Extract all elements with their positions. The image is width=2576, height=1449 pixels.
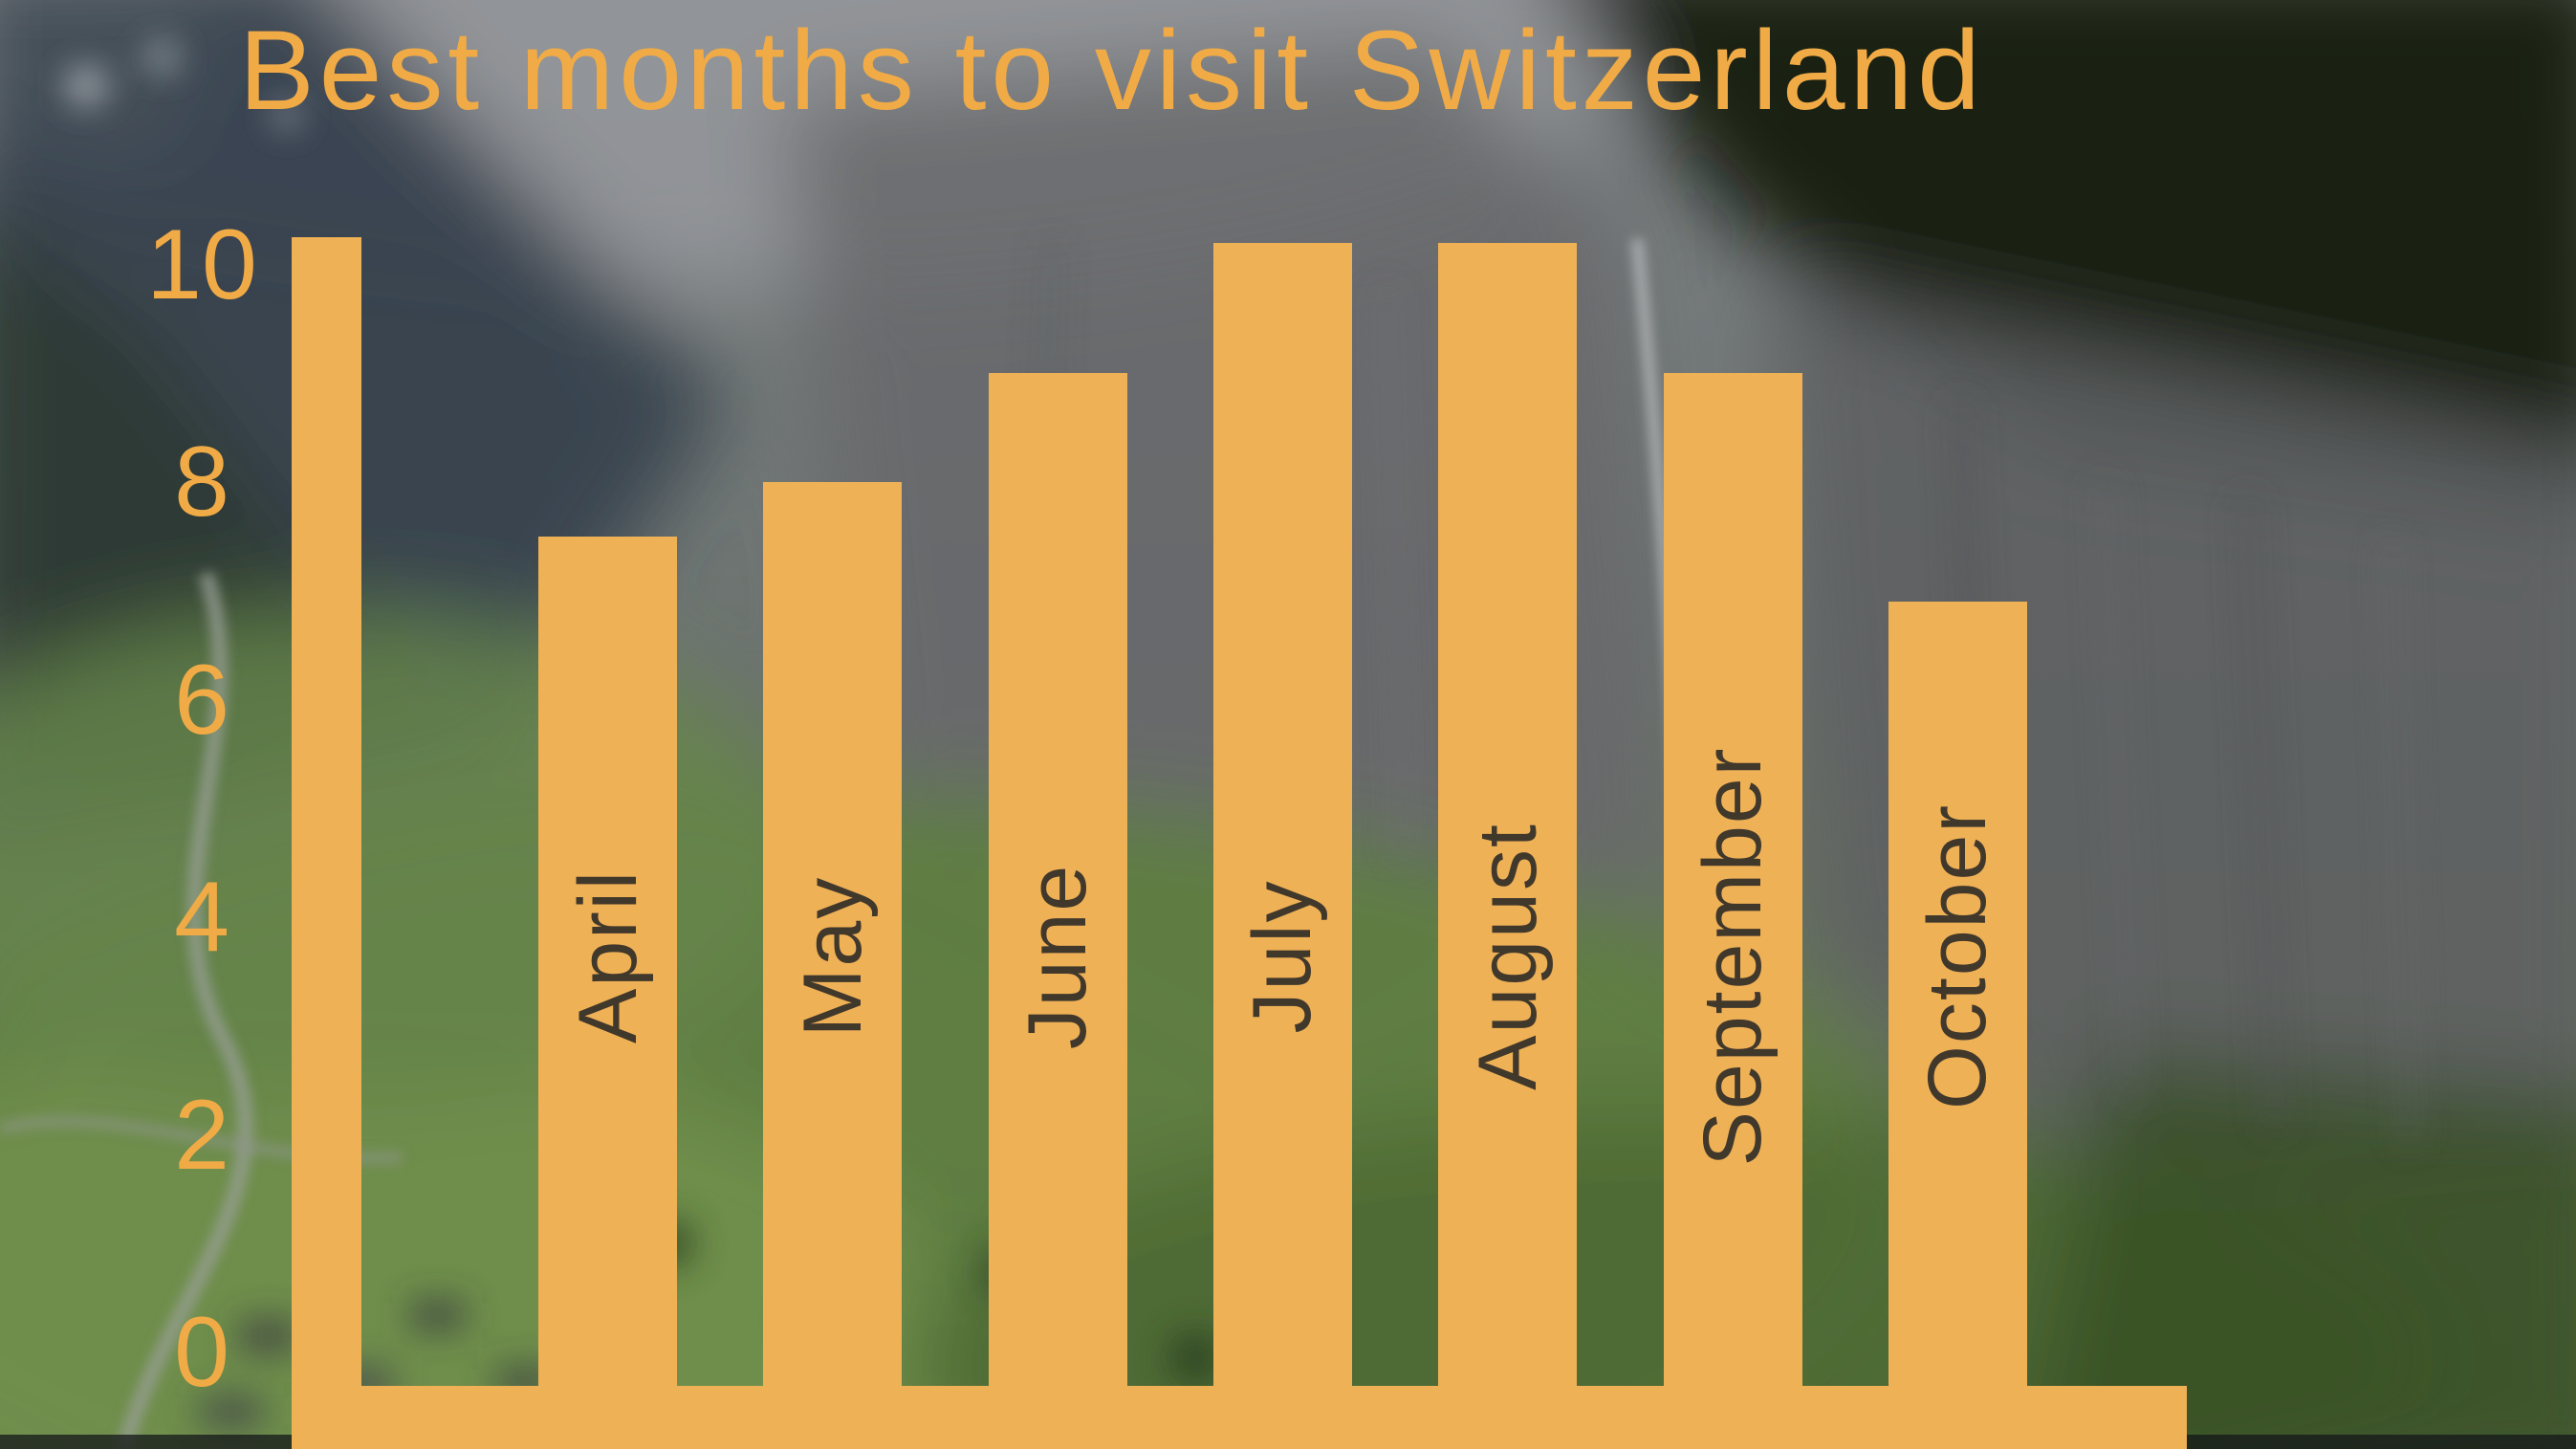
bar-october: October xyxy=(1888,602,2027,1386)
bar-label-april: April xyxy=(561,868,654,1044)
bar-june: June xyxy=(988,373,1127,1386)
bar-august: August xyxy=(1438,242,1578,1386)
chart-title: Best months to visit Switzerland xyxy=(239,8,1985,134)
y-tick-2: 2 xyxy=(174,1079,229,1191)
bar-july: July xyxy=(1212,242,1352,1386)
y-tick-8: 8 xyxy=(174,427,229,538)
bar-label-september: September xyxy=(1687,746,1779,1167)
bar-label-august: August xyxy=(1461,823,1554,1090)
bar-label-october: October xyxy=(1911,803,2004,1109)
bar-label-july: July xyxy=(1236,879,1329,1034)
y-axis-line xyxy=(292,237,361,1449)
y-tick-0: 0 xyxy=(174,1297,229,1408)
y-tick-10: 10 xyxy=(146,209,257,320)
background-river-road xyxy=(117,571,253,1449)
background-snow-ridge xyxy=(0,0,229,172)
bar-label-may: May xyxy=(786,875,879,1038)
bar-april: April xyxy=(538,536,677,1386)
y-tick-4: 4 xyxy=(174,862,229,973)
bar-label-june: June xyxy=(1012,863,1104,1050)
bar-may: May xyxy=(763,482,903,1386)
background-forest-right-bottom xyxy=(2018,1052,2576,1449)
y-tick-6: 6 xyxy=(174,644,229,756)
bar-september: September xyxy=(1663,373,1802,1386)
x-axis-line xyxy=(292,1386,2187,1449)
background-forest-right-top xyxy=(1565,0,2576,530)
